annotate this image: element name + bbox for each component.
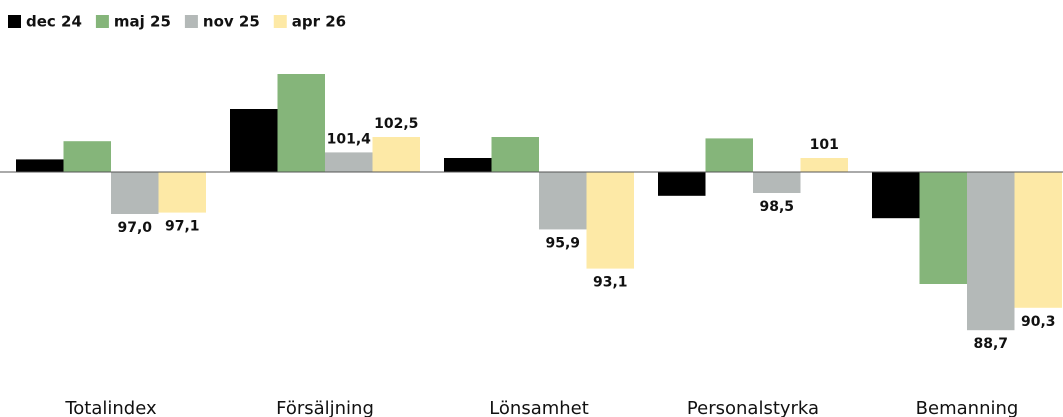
bar	[753, 172, 801, 193]
x-tick-label: Lönsamhet	[489, 398, 589, 417]
x-tick-label: Bemanning	[916, 398, 1019, 417]
legend-swatch	[8, 15, 21, 28]
legend-swatch	[184, 15, 198, 28]
bar	[444, 158, 492, 172]
bar	[800, 158, 848, 172]
bar	[872, 172, 920, 219]
bar	[277, 74, 325, 172]
bar	[158, 172, 206, 213]
bar	[372, 137, 420, 172]
legend-label: nov 25	[203, 13, 260, 31]
value-label: 88,7	[973, 336, 1008, 352]
bar	[967, 172, 1015, 331]
value-label: 90,3	[1021, 314, 1056, 330]
bar	[63, 141, 111, 172]
bar	[230, 109, 278, 172]
value-label: 101,4	[327, 131, 372, 147]
value-label: 97,1	[165, 219, 200, 235]
x-tick-label: Försäljning	[276, 398, 374, 417]
bar	[16, 159, 64, 172]
legend-swatch	[95, 15, 109, 28]
bar	[586, 172, 634, 269]
value-label: 95,9	[545, 235, 580, 251]
bar	[919, 172, 967, 284]
value-label: 98,5	[759, 199, 794, 215]
x-tick-label: Totalindex	[64, 398, 157, 417]
bar	[111, 172, 159, 214]
value-label: 93,1	[593, 275, 628, 291]
legend-label: apr 26	[292, 13, 346, 31]
legend-label: maj 25	[114, 13, 171, 31]
bar	[325, 152, 373, 172]
value-label: 101	[810, 137, 839, 153]
value-label: 97,0	[117, 220, 152, 236]
legend-label: dec 24	[26, 13, 82, 31]
bar	[1014, 172, 1062, 308]
bar	[705, 138, 753, 172]
bar	[539, 172, 587, 230]
x-tick-label: Personalstyrka	[687, 398, 819, 417]
bar	[491, 137, 539, 172]
legend-swatch	[273, 15, 287, 28]
value-label: 102,5	[374, 116, 418, 132]
bar	[658, 172, 706, 196]
